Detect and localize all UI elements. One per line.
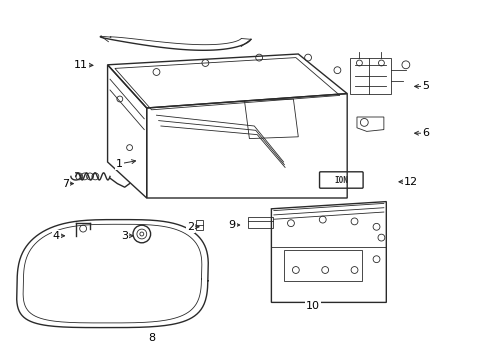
Text: 12: 12 (403, 177, 417, 187)
Text: 3: 3 (121, 231, 128, 241)
Text: 5: 5 (421, 81, 428, 91)
Text: 10: 10 (305, 301, 319, 311)
Text: ION: ION (334, 176, 347, 185)
Bar (248, 217, 272, 228)
Text: 7: 7 (62, 179, 69, 189)
Bar (195, 220, 203, 230)
Text: 2: 2 (187, 222, 194, 232)
Text: 8: 8 (148, 333, 155, 343)
Text: 9: 9 (228, 220, 235, 230)
Text: 4: 4 (53, 231, 60, 241)
Text: 6: 6 (421, 128, 428, 138)
Text: 11: 11 (74, 60, 87, 70)
Text: 1: 1 (116, 159, 123, 169)
